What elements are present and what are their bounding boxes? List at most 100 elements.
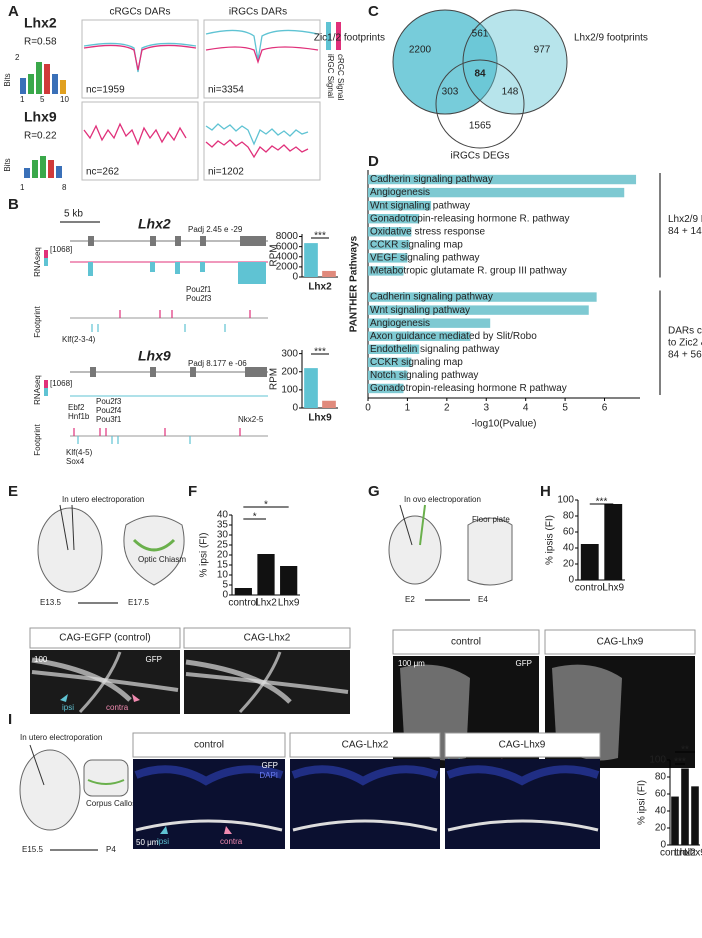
padj: Padj 8.177 e -06: [188, 359, 247, 368]
y-tick-label: 6000: [276, 241, 299, 252]
bar: [280, 566, 298, 595]
category-label: Axon guidance mediated by Slit/Robo: [370, 331, 537, 342]
y-tick-label: 5: [222, 580, 228, 591]
category-label: VEGF signaling pathway: [370, 253, 480, 264]
bar: [368, 266, 404, 276]
category-label: Angiogenesis: [370, 187, 430, 198]
y-tick-label: 200: [281, 366, 298, 377]
column-title: iRGCs DARs: [229, 7, 287, 18]
bar: [368, 253, 408, 263]
category-label: Cadherin signaling pathway: [370, 292, 493, 303]
bar: [304, 243, 318, 277]
y-tick-label: 15: [217, 560, 229, 571]
bar: [368, 318, 491, 328]
venn-count: 84: [474, 69, 486, 80]
brain-sketch: [83, 759, 129, 797]
method: In utero electroporation: [62, 495, 144, 504]
image-header: [183, 627, 351, 649]
y-tick-label: 25: [217, 540, 229, 551]
y-tick-label: 80: [655, 772, 667, 783]
y-tick-label: 30: [217, 530, 229, 541]
stage: E13.5: [40, 598, 61, 607]
x-tick-label: 2: [444, 403, 450, 414]
method: In ovo electroporation: [404, 495, 481, 504]
x-axis-label: -log10(Pvalue): [471, 419, 536, 430]
y-axis-label: PANTHER Pathways: [349, 235, 360, 332]
motif-logo: [24, 156, 62, 178]
electrode: [419, 504, 426, 546]
panel-letter: C: [368, 3, 379, 20]
y-tick-label: 20: [563, 559, 575, 570]
bar: [580, 544, 599, 580]
arrowhead: [224, 826, 232, 834]
x-tick-label: Lhx2: [255, 598, 277, 609]
bar: [368, 240, 410, 250]
callosum: [135, 819, 599, 832]
bar: [368, 383, 404, 394]
legend-label: iRGC Signal: [326, 54, 335, 98]
bar: [304, 368, 318, 408]
count: nc=1959: [86, 85, 125, 96]
factor: Pou2f4: [96, 406, 122, 415]
bar: [671, 796, 679, 845]
image-title: control: [194, 740, 224, 751]
venn-count: 561: [472, 29, 489, 40]
significance: *: [264, 500, 268, 511]
y-tick-label: 0: [292, 403, 298, 414]
stain-label: DAPI: [259, 771, 278, 780]
image-title: control: [451, 637, 481, 648]
embryo-sketch: [19, 749, 81, 831]
arrowhead: [60, 694, 68, 702]
factor: Klf(4-5): [66, 448, 93, 457]
count: nc=262: [86, 167, 120, 178]
category-label: Cadherin signaling pathway: [370, 174, 493, 185]
category-label: Wnt signaling pathway: [370, 305, 470, 316]
factor: Ebf2: [68, 403, 85, 412]
factor: Pou2f1: [186, 285, 212, 294]
legend-swatch: [336, 22, 341, 50]
method: In utero electroporation: [20, 733, 102, 742]
image-header: [132, 732, 286, 758]
venn-set: [462, 9, 568, 115]
scale-label: 100 μm: [398, 659, 425, 668]
bar: [322, 270, 336, 277]
category-label: CCKR signaling map: [370, 239, 463, 250]
panel-letter: A: [8, 3, 19, 20]
image-title: CAG-Lhx2: [244, 633, 291, 644]
factor: Pou2f3: [186, 294, 212, 303]
logo-tick: 10: [60, 95, 69, 104]
micrograph: [445, 759, 600, 849]
track-range: [1068]: [50, 379, 72, 388]
electrode: [399, 504, 413, 546]
image-title: CAG-Lhx9: [597, 637, 644, 648]
track-label: RNAseq: [33, 375, 42, 405]
gene: Lhx2: [138, 216, 171, 232]
y-tick-label: 300: [281, 348, 298, 359]
venn-set: [392, 9, 498, 115]
bar: [368, 331, 471, 341]
signal-profiles: [83, 29, 319, 159]
y-tick-label: 20: [217, 550, 229, 561]
image-title: CAG-Lhx9: [499, 740, 546, 751]
stage: E15.5: [22, 845, 43, 854]
image-header: [392, 629, 540, 655]
bar: [368, 200, 432, 211]
scale-label: 50 μm: [136, 838, 159, 847]
stain-label: GFP: [262, 761, 278, 770]
y-tick-label: 40: [217, 510, 229, 521]
panel-i: In utero electroporation Corpus Callosum…: [19, 732, 601, 854]
x-tick-label: control: [228, 598, 258, 609]
target: Optic Chiasm: [138, 555, 186, 564]
category-label: CCKR signaling map: [370, 357, 463, 368]
bar: [368, 344, 420, 354]
exons: [90, 367, 267, 377]
image-header: [544, 629, 696, 655]
factor: Klf(2-3-4): [62, 335, 96, 344]
stage: P4: [106, 845, 116, 854]
y-axis-label: RPM: [269, 368, 280, 390]
x-tick-label: Lhx9: [684, 848, 702, 859]
track-label: RNAseq: [33, 247, 42, 277]
category-label: Gonadotropin-releasing hormone R pathway: [370, 383, 567, 394]
x-tick-label: Lhx2: [674, 848, 696, 859]
